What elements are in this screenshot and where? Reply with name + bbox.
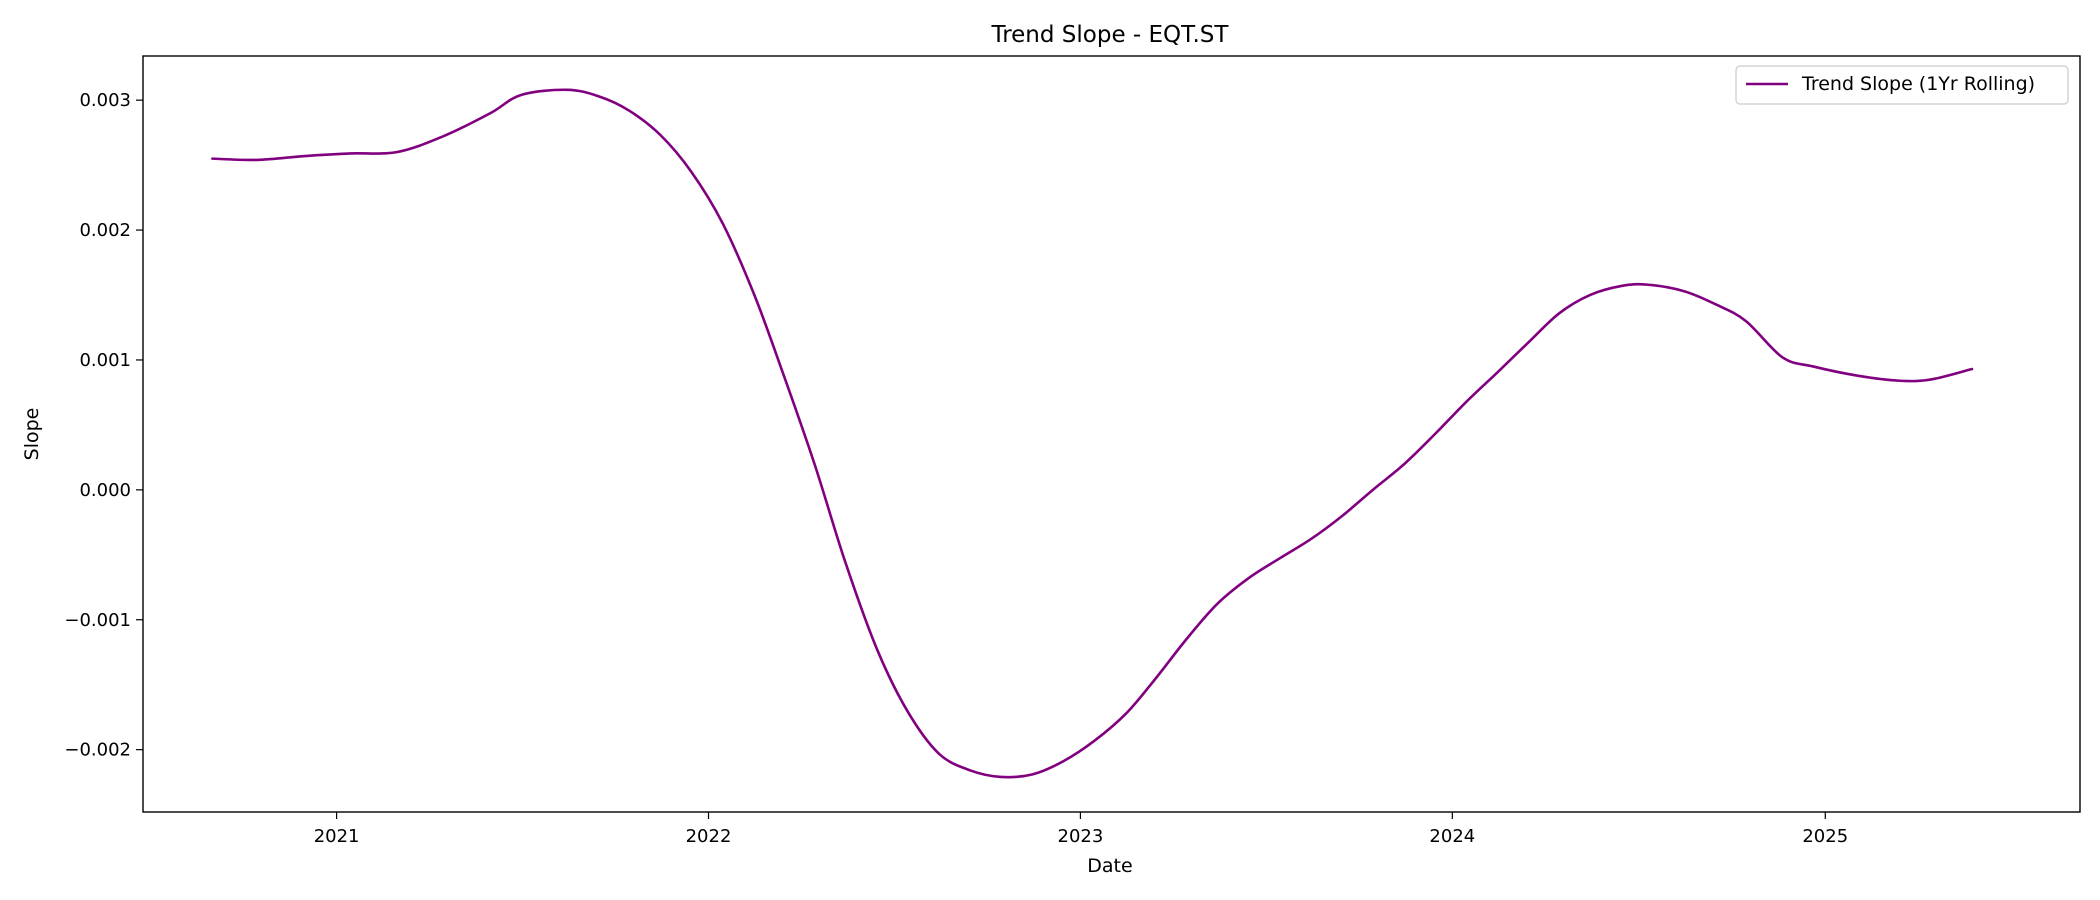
legend-label: Trend Slope (1Yr Rolling) — [1801, 73, 2035, 95]
x-axis-ticks: 2021 2022 2023 2024 2025 — [314, 812, 1848, 847]
x-tick-label: 2024 — [1429, 826, 1475, 847]
series-line-trend-slope — [210, 88, 1974, 779]
chart-title: Trend Slope - EQT.ST — [991, 22, 1230, 48]
y-tick-label: −0.002 — [64, 740, 131, 761]
y-tick-label: 0.003 — [79, 90, 131, 111]
y-tick-label: −0.001 — [64, 610, 131, 631]
x-tick-label: 2023 — [1058, 826, 1104, 847]
x-tick-label: 2021 — [314, 826, 360, 847]
x-tick-label: 2025 — [1802, 826, 1848, 847]
legend-box — [1735, 65, 2069, 105]
series-layer — [210, 88, 1974, 779]
x-tick-label: 2022 — [686, 826, 732, 847]
plot-frame — [142, 55, 2081, 813]
y-axis-ticks: −0.002 −0.001 0.000 0.001 0.002 0.003 — [64, 90, 143, 761]
y-tick-label: 0.001 — [79, 350, 131, 371]
x-axis-title: Date — [1087, 855, 1132, 877]
y-axis-title: Slope — [21, 408, 43, 461]
y-tick-label: 0.000 — [79, 480, 131, 501]
y-tick-label: 0.002 — [79, 220, 131, 241]
plot-area — [142, 55, 2081, 813]
plot-background — [143, 56, 2080, 812]
legend: Trend Slope (1Yr Rolling) — [1735, 65, 2069, 105]
